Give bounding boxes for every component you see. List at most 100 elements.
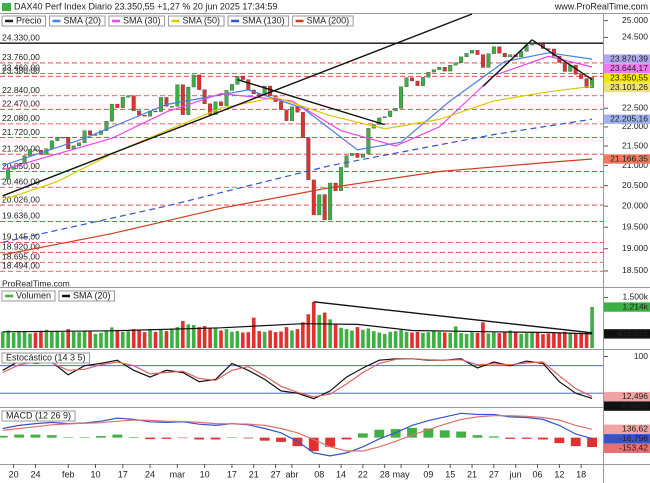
bar	[584, 332, 589, 348]
bar	[28, 333, 32, 348]
candle	[77, 142, 82, 146]
bar	[30, 434, 41, 438]
bar	[486, 333, 491, 348]
bar	[505, 437, 516, 439]
level-label: 20.026,00	[2, 194, 40, 204]
bar	[137, 330, 141, 348]
bar	[563, 331, 567, 348]
bar	[432, 330, 436, 348]
series-line	[2, 118, 593, 243]
bar	[355, 327, 360, 348]
bar	[71, 331, 76, 348]
bar	[361, 329, 365, 348]
bar	[415, 331, 420, 348]
bar	[208, 327, 212, 348]
candle	[300, 112, 305, 138]
value-flag-label: -153,42	[619, 443, 648, 453]
bar	[311, 301, 316, 348]
value-flag	[604, 63, 650, 74]
y-tick-label: 20.000	[622, 200, 648, 210]
candle	[60, 136, 65, 139]
bar	[502, 331, 507, 348]
value-flag	[604, 114, 650, 124]
candle	[420, 77, 425, 86]
bar	[46, 435, 57, 438]
bar	[246, 332, 251, 348]
x-tick-label: 21	[249, 469, 259, 479]
candle	[311, 179, 316, 216]
level-label: 24.330,00	[2, 32, 40, 42]
candle	[475, 50, 480, 55]
bar	[423, 428, 434, 438]
x-tick-label: 24	[30, 469, 40, 479]
value-flag	[604, 302, 650, 312]
bar	[17, 332, 21, 348]
y-tick-label: 24.500	[622, 32, 648, 42]
x-tick-label: abr	[285, 469, 298, 479]
legend-box	[49, 15, 106, 27]
legend-label: Volumen	[16, 290, 51, 300]
bar	[241, 332, 245, 348]
x-tick-label: 17	[227, 469, 237, 479]
value-flag	[604, 329, 650, 339]
candle	[6, 169, 11, 180]
legend-label: Precio	[16, 15, 42, 25]
candle	[159, 97, 163, 112]
bar	[301, 322, 305, 348]
level-label: 23.760,00	[2, 52, 40, 62]
x-tick-label: 22	[358, 469, 368, 479]
y-tick-label: 18.500	[622, 265, 648, 275]
legend-box	[227, 15, 290, 27]
candle	[453, 62, 458, 66]
bar	[110, 327, 114, 348]
candle	[502, 53, 507, 58]
panel-title: MACD (12 26 9)	[6, 410, 71, 420]
bar	[126, 331, 131, 348]
candle	[579, 74, 584, 79]
trend-line	[313, 301, 593, 334]
bar	[448, 332, 453, 348]
watermark: ProRealTime.com	[2, 278, 70, 288]
legend-label: SMA (20)	[64, 15, 102, 25]
candle	[82, 130, 87, 143]
level-label: 22.080,00	[2, 113, 40, 123]
bar	[290, 330, 294, 348]
bar	[437, 331, 442, 348]
x-tick-label: 27	[489, 469, 499, 479]
bar	[475, 332, 480, 348]
x-tick-label: mar	[170, 469, 186, 479]
candle	[399, 86, 404, 109]
candle	[180, 84, 185, 115]
y-tick-label: 21.000	[622, 160, 648, 170]
candle	[415, 80, 420, 86]
candle	[290, 106, 294, 121]
candle	[464, 53, 469, 57]
series-line	[2, 358, 593, 398]
candle	[590, 77, 595, 89]
value-flag	[604, 154, 650, 164]
bar	[587, 437, 597, 447]
bar	[262, 331, 267, 348]
bar	[128, 437, 139, 438]
bar	[552, 333, 556, 348]
value-flag-label: 23.350,55	[610, 72, 648, 82]
candle	[491, 46, 496, 54]
bar	[439, 430, 450, 438]
bar	[470, 332, 474, 348]
bar	[317, 314, 322, 348]
bar	[464, 333, 469, 348]
legend-box	[168, 15, 225, 27]
candle	[470, 50, 474, 54]
series-line	[2, 158, 593, 256]
bar	[0, 435, 8, 438]
legend-label: SMA (200)	[307, 15, 350, 25]
bar	[284, 327, 289, 348]
candle	[213, 101, 218, 115]
candle	[360, 153, 365, 158]
bar	[453, 326, 458, 348]
candle	[584, 78, 589, 89]
bar	[388, 331, 392, 348]
bar	[210, 437, 221, 440]
bar	[159, 329, 163, 348]
